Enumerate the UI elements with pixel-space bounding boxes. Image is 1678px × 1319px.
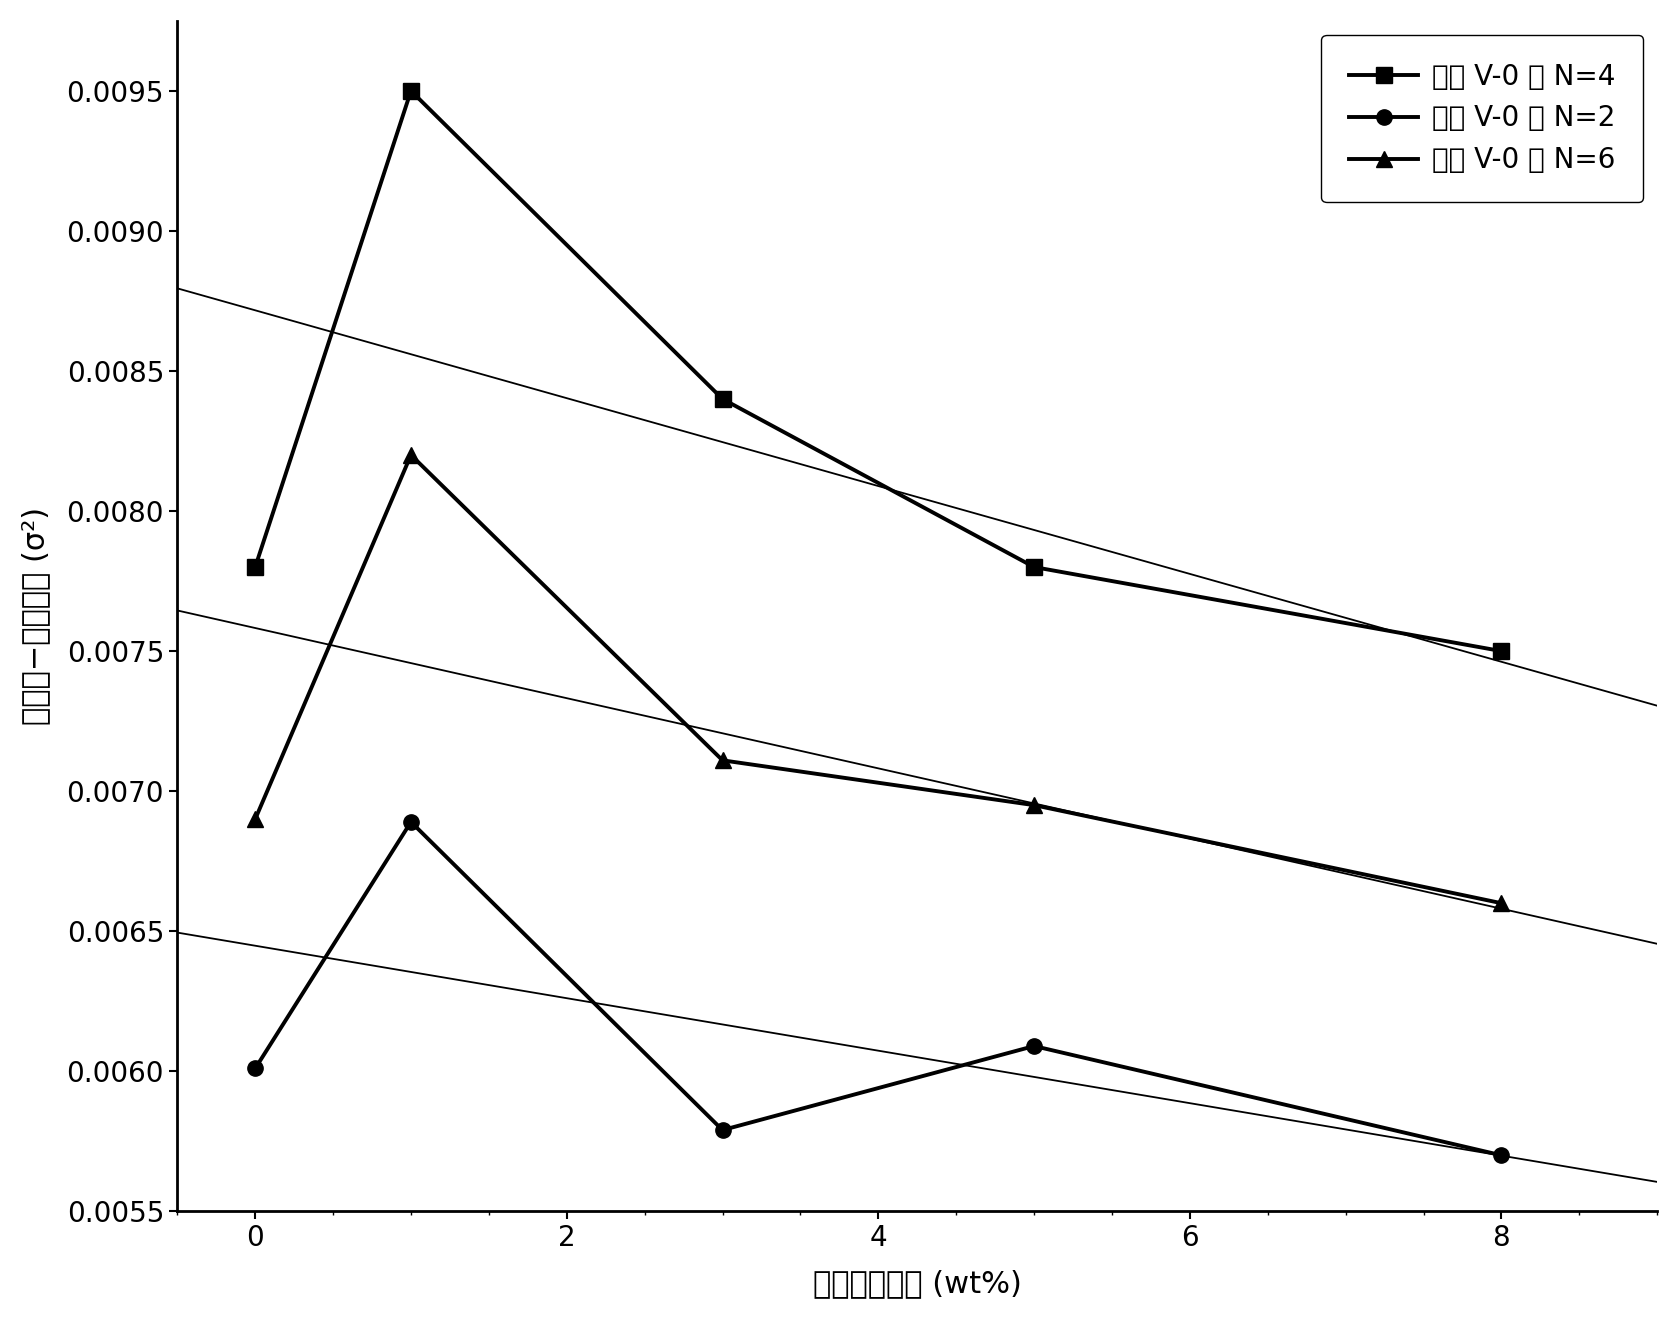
对于 V-0 及 N=4 bbox=[401, 83, 421, 99]
对于 V-0 及 N=2 bbox=[713, 1122, 733, 1138]
对于 V-0 及 N=2 bbox=[401, 814, 421, 830]
X-axis label: 替代元素的量 (wt%): 替代元素的量 (wt%) bbox=[812, 1269, 1022, 1298]
对于 V-0 及 N=4 bbox=[1024, 559, 1044, 575]
对于 V-0 及 N=6 bbox=[245, 811, 265, 827]
对于 V-0 及 N=4 bbox=[245, 559, 265, 575]
对于 V-0 及 N=6 bbox=[401, 447, 421, 463]
Legend: 对于 V-0 及 N=4, 对于 V-0 及 N=2, 对于 V-0 及 N=6: 对于 V-0 及 N=4, 对于 V-0 及 N=2, 对于 V-0 及 N=6 bbox=[1321, 34, 1643, 202]
Line: 对于 V-0 及 N=4: 对于 V-0 及 N=4 bbox=[248, 83, 1509, 658]
对于 V-0 及 N=4 bbox=[1492, 644, 1512, 660]
Y-axis label: 德拜尔−沃勒因子 (σ²): 德拜尔−沃勒因子 (σ²) bbox=[20, 506, 50, 725]
对于 V-0 及 N=2 bbox=[1492, 1148, 1512, 1163]
对于 V-0 及 N=4 bbox=[713, 390, 733, 406]
对于 V-0 及 N=2 bbox=[245, 1060, 265, 1076]
Line: 对于 V-0 及 N=6: 对于 V-0 及 N=6 bbox=[248, 447, 1509, 911]
对于 V-0 及 N=2 bbox=[1024, 1038, 1044, 1054]
对于 V-0 及 N=6 bbox=[1024, 797, 1044, 813]
对于 V-0 及 N=6 bbox=[1492, 896, 1512, 911]
Line: 对于 V-0 及 N=2: 对于 V-0 及 N=2 bbox=[248, 814, 1509, 1163]
对于 V-0 及 N=6 bbox=[713, 752, 733, 768]
